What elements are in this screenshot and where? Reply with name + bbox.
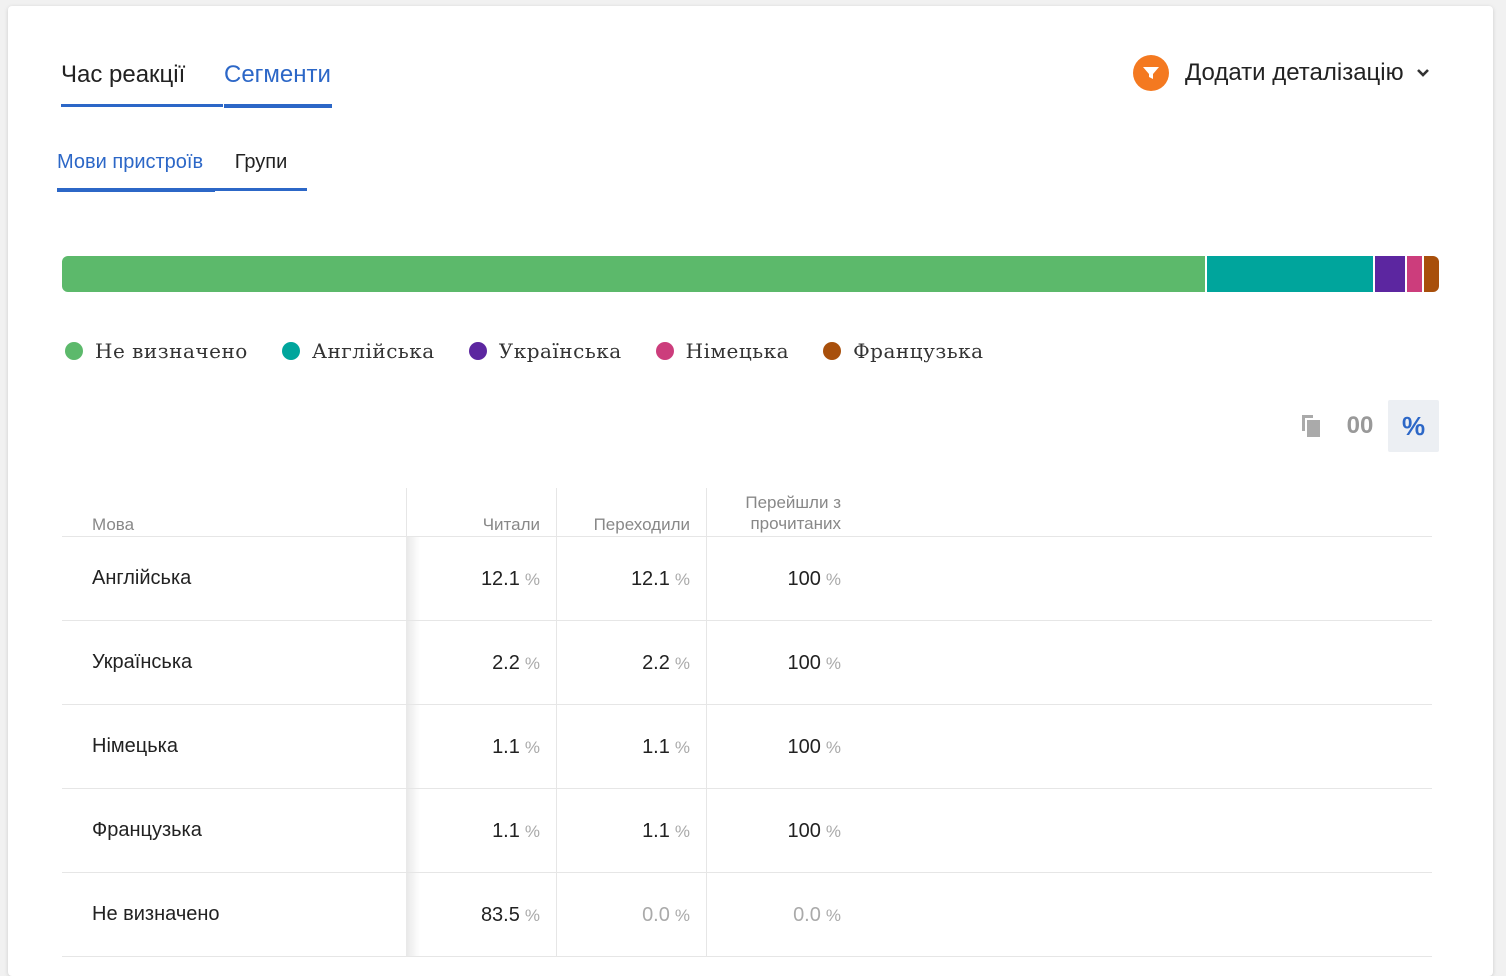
cell-language: Французька xyxy=(92,819,202,841)
col-header-read[interactable]: Читали xyxy=(482,515,540,534)
table-row[interactable]: Англійська 12.1% 12.1% 100% xyxy=(62,537,1432,621)
unit-label: % xyxy=(825,570,841,589)
table-row[interactable]: Українська 2.2% 2.2% 100% xyxy=(62,621,1432,705)
cell-read: 12.1% xyxy=(480,568,540,590)
unit-label: % xyxy=(674,654,690,673)
chart-legend: Не визначено Англійська Українська Німецька… xyxy=(65,336,1018,366)
cell-conversion: 0.0% xyxy=(793,904,841,926)
legend-item[interactable]: Українська xyxy=(468,339,622,363)
legend-item[interactable]: Французька xyxy=(823,339,984,363)
unit-label: % xyxy=(674,570,690,589)
cell-read: 1.1% xyxy=(492,820,540,842)
unit-label: % xyxy=(524,570,540,589)
col-header-clicked[interactable]: Переходили xyxy=(593,515,690,534)
cell-language: Не визначено xyxy=(92,903,220,925)
tab-groups[interactable]: Групи xyxy=(215,146,307,191)
cell-language: Українська xyxy=(92,651,193,673)
cell-language: Німецька xyxy=(92,735,178,757)
language-share-stacked-bar xyxy=(62,256,1439,292)
cell-clicked: 1.1% xyxy=(642,820,690,842)
cell-read: 83.5% xyxy=(480,904,540,926)
table-body: Англійська 12.1% 12.1% 100% Українська 2.2% 2.… xyxy=(62,537,1432,957)
col-header-language[interactable]: Мова xyxy=(92,515,135,534)
cell-conversion: 100% xyxy=(787,820,842,842)
view-toggle: 00 % xyxy=(1290,400,1439,452)
legend-dot xyxy=(281,342,300,360)
cell-conversion: 100% xyxy=(787,652,842,674)
tab-reaction-time[interactable]: Час реакції xyxy=(61,56,223,107)
cell-clicked: 12.1% xyxy=(630,568,690,590)
tab-segments[interactable]: Сегменти xyxy=(224,56,332,108)
legend-dot xyxy=(823,342,842,360)
legend-label: Українська xyxy=(498,339,622,363)
cell-clicked: 0.0% xyxy=(642,904,690,926)
col-header-conversion-line2: прочитаних xyxy=(750,514,841,533)
bar-segment-2[interactable] xyxy=(1372,256,1405,292)
cell-read: 2.2% xyxy=(492,652,540,674)
unit-label: % xyxy=(524,654,540,673)
unit-label: % xyxy=(674,822,690,841)
cell-read: 1.1% xyxy=(492,736,540,758)
table-row[interactable]: Французька 1.1% 1.1% 100% xyxy=(62,789,1432,873)
bar-segment-3[interactable] xyxy=(1404,256,1422,292)
unit-label: % xyxy=(524,738,540,757)
legend-label: Французька xyxy=(853,339,984,363)
legend-item[interactable]: Німецька xyxy=(655,339,790,363)
col-header-conversion[interactable]: Перейшли з прочитаних xyxy=(712,492,841,534)
table-row[interactable]: Німецька 1.1% 1.1% 100% xyxy=(62,705,1432,789)
legend-dot xyxy=(655,342,674,360)
cell-conversion: 100% xyxy=(787,736,842,758)
tab-device-languages[interactable]: Мови пристроїв xyxy=(57,146,215,192)
legend-label: Не визначено xyxy=(95,339,248,363)
unit-label: % xyxy=(524,822,540,841)
filter-icon xyxy=(1133,55,1169,91)
percent-values-button[interactable]: % xyxy=(1388,400,1439,452)
unit-label: % xyxy=(674,906,690,925)
add-drilldown-label: Додати деталізацію xyxy=(1185,59,1404,86)
unit-label: % xyxy=(524,906,540,925)
legend-label: Англійська xyxy=(311,339,435,363)
unit-label: % xyxy=(825,738,841,757)
chevron-down-icon xyxy=(1414,64,1432,82)
cell-conversion: 100% xyxy=(787,568,842,590)
legend-dot xyxy=(468,342,487,360)
add-drilldown-button[interactable]: Додати деталізацію xyxy=(1133,51,1432,95)
unit-label: % xyxy=(825,822,841,841)
unit-label: % xyxy=(825,654,841,673)
legend-dot xyxy=(65,342,83,360)
cell-clicked: 2.2% xyxy=(642,652,690,674)
col-header-conversion-line1: Перейшли з xyxy=(745,493,841,512)
cell-clicked: 1.1% xyxy=(642,736,690,758)
table-row[interactable]: Не визначено 83.5% 0.0% 0.0% xyxy=(62,873,1432,957)
cell-language: Англійська xyxy=(92,567,192,589)
unit-label: % xyxy=(674,738,690,757)
segments-table: Мова Читали Переходили Перейшли з прочит… xyxy=(62,482,1432,957)
legend-label: Німецька xyxy=(685,339,790,363)
bar-segment-4[interactable] xyxy=(1421,256,1439,292)
table-header: Мова Читали Переходили Перейшли з прочит… xyxy=(62,482,1432,537)
legend-item[interactable]: Англійська xyxy=(281,339,435,363)
copy-icon[interactable] xyxy=(1290,400,1332,452)
segments-card: Час реакції Сегменти Додати деталізацію … xyxy=(8,6,1493,976)
unit-label: % xyxy=(825,906,841,925)
absolute-values-button[interactable]: 00 xyxy=(1346,412,1374,439)
bar-segment-1[interactable] xyxy=(1205,256,1373,292)
legend-item[interactable]: Не визначено xyxy=(65,339,248,363)
bar-segment-0[interactable] xyxy=(62,256,1206,292)
